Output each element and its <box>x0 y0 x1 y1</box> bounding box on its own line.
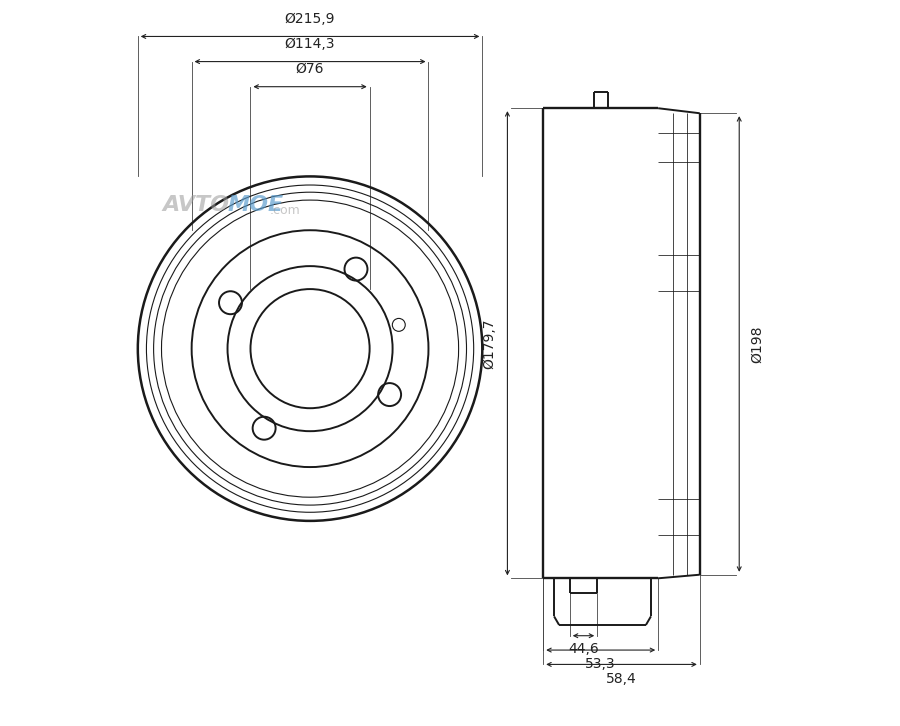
Text: MOE: MOE <box>228 195 284 215</box>
Text: 44,6: 44,6 <box>568 642 598 656</box>
Text: 58,4: 58,4 <box>606 672 637 686</box>
Text: Ø179,7: Ø179,7 <box>482 318 497 369</box>
Text: Ø198: Ø198 <box>751 325 764 363</box>
Text: .com: .com <box>269 203 300 216</box>
Text: Ø76: Ø76 <box>296 62 324 76</box>
Text: AVTO: AVTO <box>163 195 230 215</box>
Text: Ø114,3: Ø114,3 <box>284 36 336 51</box>
Text: 53,3: 53,3 <box>585 658 616 672</box>
Text: Ø215,9: Ø215,9 <box>284 12 336 25</box>
